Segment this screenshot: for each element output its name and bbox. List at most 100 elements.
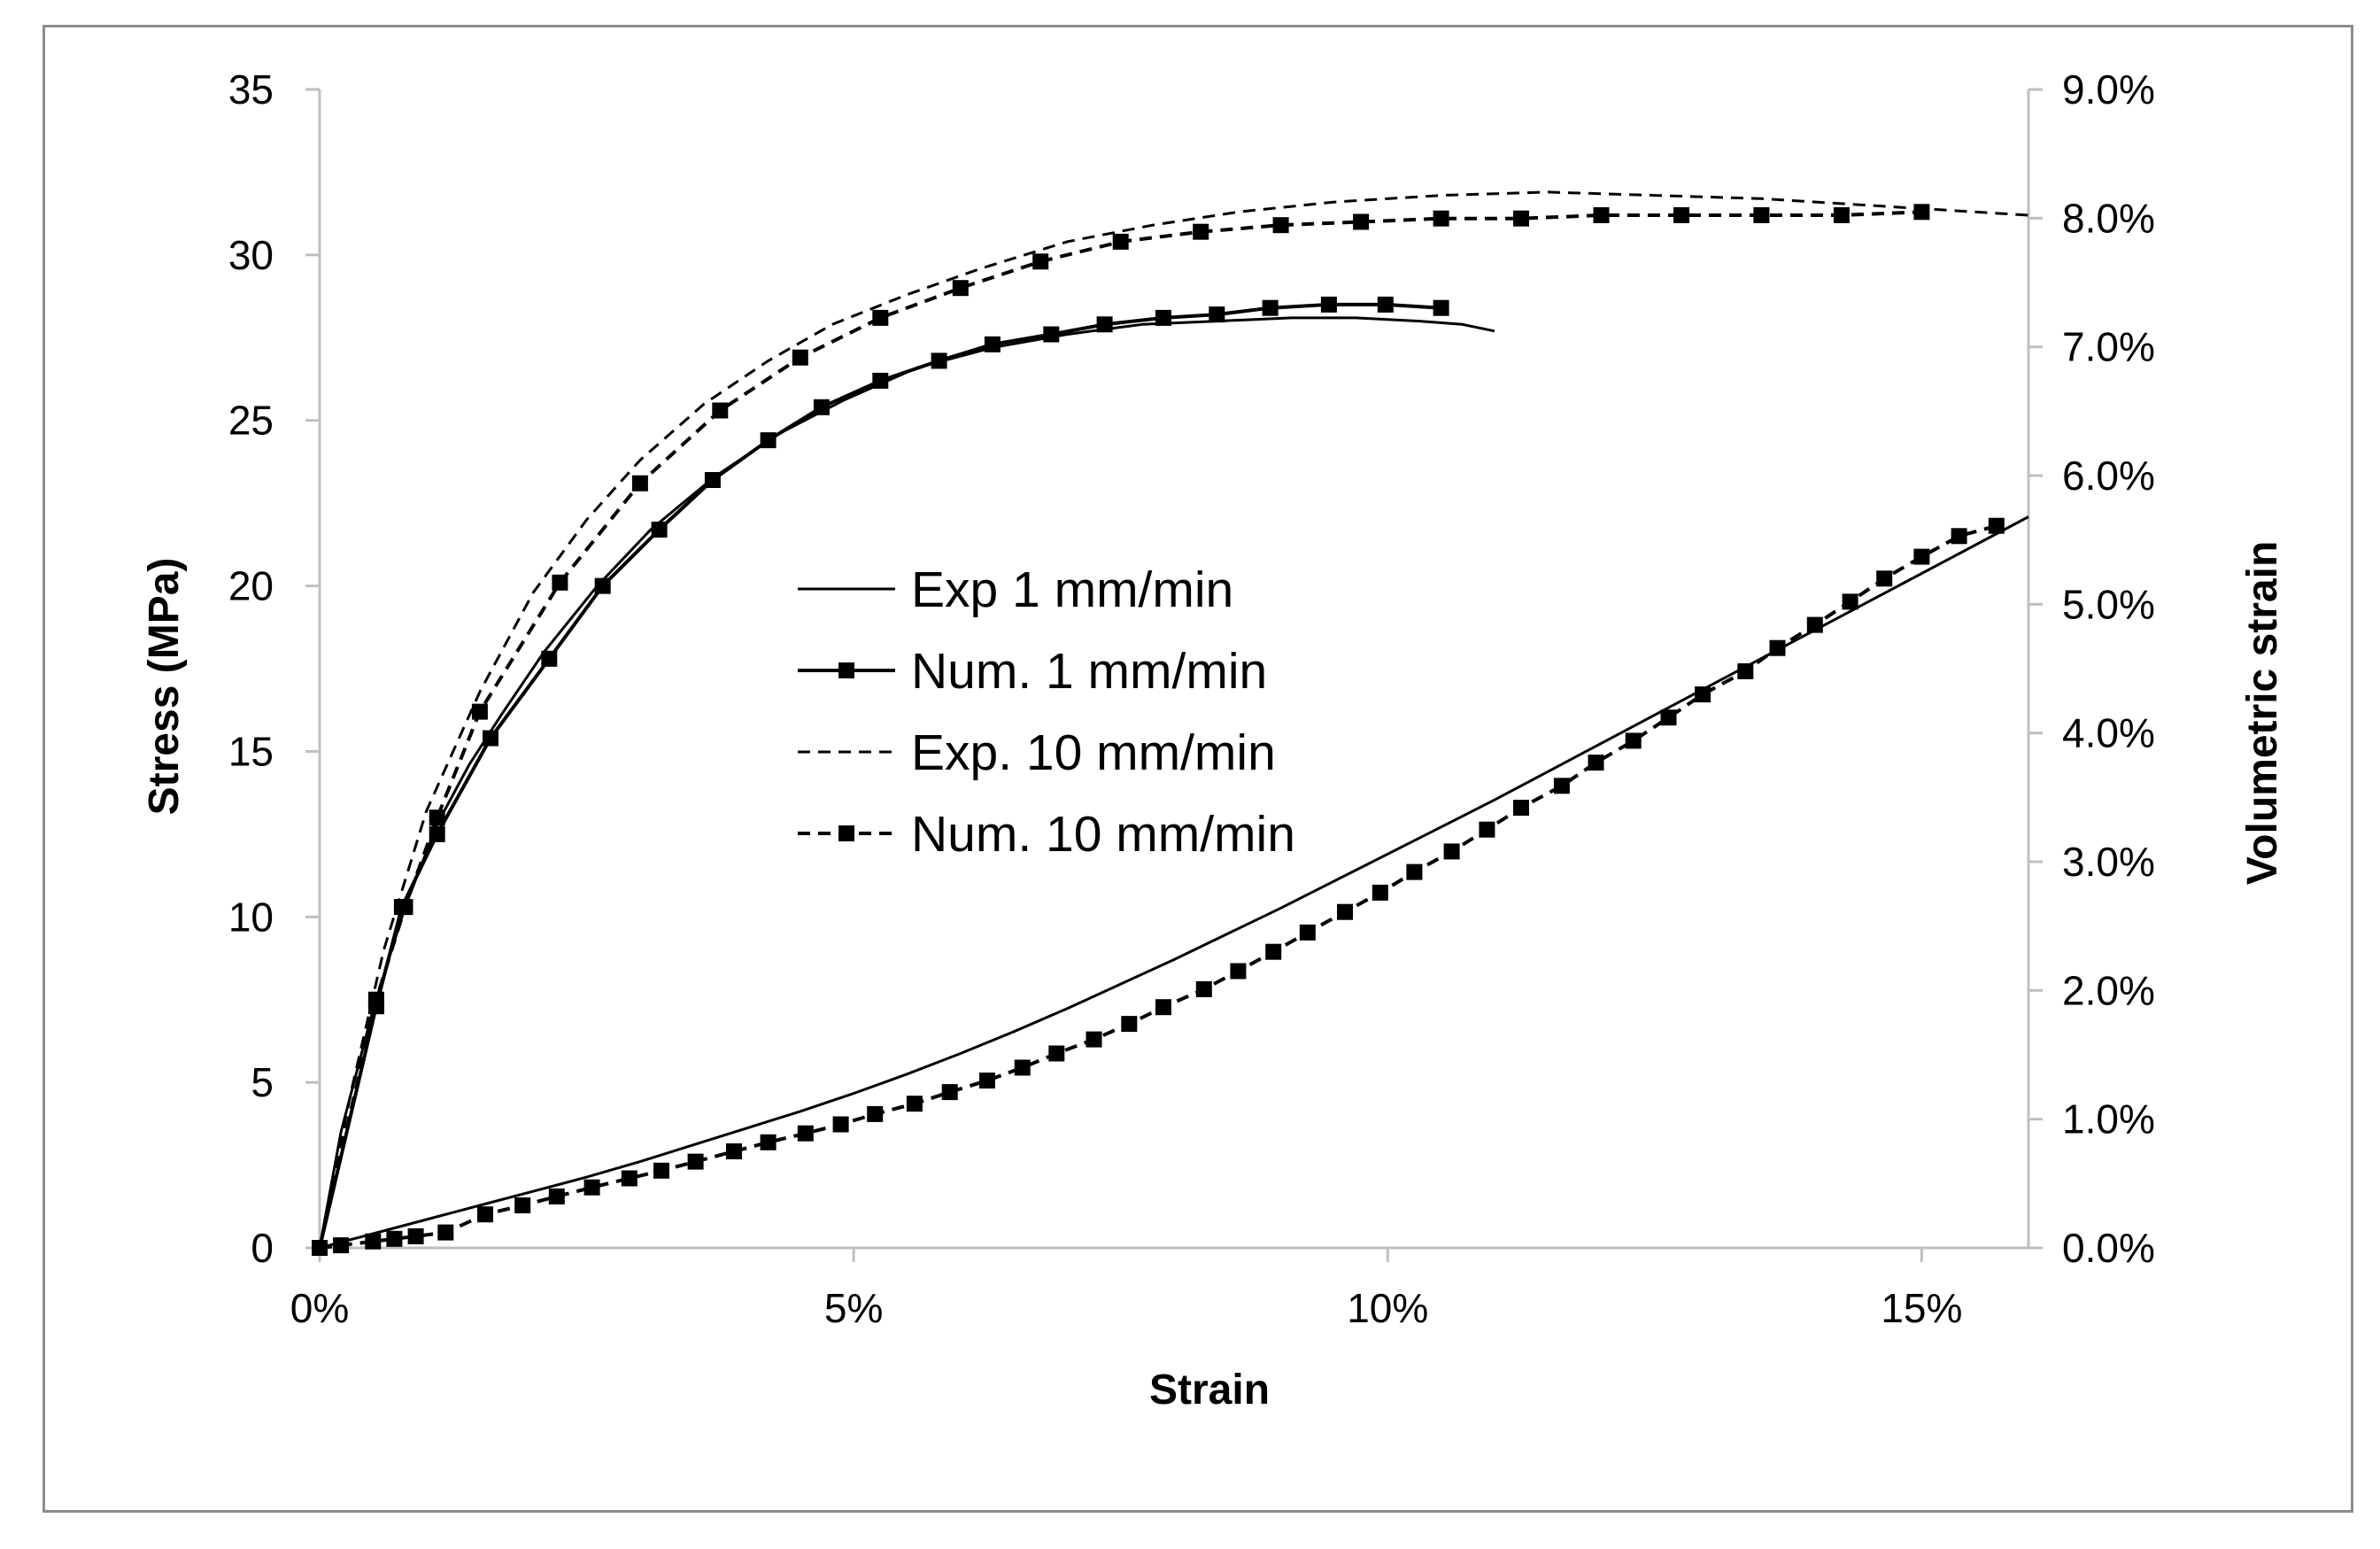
series-5-marker bbox=[1048, 1045, 1065, 1062]
series-1-marker bbox=[1155, 309, 1171, 326]
series-5-marker bbox=[386, 1230, 403, 1247]
chart-frame: 0% 5% 10% 15% 0 5 10 15 20 25 30 35 0.0% 1.0% 2.0% 3.… bbox=[42, 25, 2353, 1513]
series-1-marker bbox=[760, 432, 777, 449]
series-5-marker bbox=[1951, 528, 1967, 545]
series-1-marker bbox=[813, 399, 830, 415]
series-1-marker bbox=[931, 352, 947, 369]
series-5-marker bbox=[1230, 963, 1247, 980]
series-1-marker bbox=[872, 372, 889, 389]
legend-label-0: Exp 1 mm/min bbox=[911, 562, 1233, 618]
series-5-marker bbox=[1195, 980, 1212, 997]
series-5-marker bbox=[1299, 924, 1316, 941]
series-5-marker bbox=[1553, 778, 1570, 794]
series-5-marker bbox=[1695, 686, 1712, 703]
series-5-marker bbox=[1876, 570, 1893, 587]
legend-marker-1 bbox=[838, 662, 854, 678]
x-tick-label: 5% bbox=[824, 1285, 883, 1331]
series-5-marker bbox=[514, 1197, 531, 1213]
series-5-marker bbox=[1086, 1031, 1102, 1048]
y-tick-label: 30 bbox=[228, 232, 274, 278]
series-3-marker bbox=[792, 349, 808, 366]
y-tick-label: 35 bbox=[228, 66, 274, 112]
series-3-marker bbox=[1112, 233, 1129, 250]
series-5-marker bbox=[1588, 755, 1604, 771]
series-1-marker bbox=[1320, 296, 1337, 313]
series-1-marker bbox=[541, 650, 558, 667]
series-5-marker bbox=[1660, 709, 1677, 726]
series-5-marker bbox=[653, 1162, 669, 1179]
series-5-marker bbox=[333, 1237, 350, 1254]
y-tick-label: 0 bbox=[251, 1225, 274, 1271]
series-5-marker bbox=[583, 1179, 600, 1196]
series-3-marker bbox=[872, 309, 889, 326]
series-1-marker bbox=[1043, 326, 1060, 343]
series-3-marker bbox=[1433, 210, 1449, 227]
series-5-marker bbox=[1988, 517, 2005, 534]
series-1-marker bbox=[704, 472, 721, 488]
chart-svg: 0% 5% 10% 15% 0 5 10 15 20 25 30 35 0.0% 1.0% 2.0% 3.… bbox=[141, 66, 2286, 1413]
legend-label-2: Exp. 10 mm/min bbox=[911, 724, 1276, 781]
x-tick-label: 15% bbox=[1881, 1285, 1962, 1331]
series-3-marker bbox=[952, 280, 969, 297]
series-5-marker bbox=[941, 1084, 958, 1101]
series-3-marker bbox=[1673, 207, 1689, 223]
series-5-marker bbox=[1443, 843, 1460, 860]
series-line-2 bbox=[318, 190, 2029, 1249]
x-tick-label: 0% bbox=[290, 1285, 349, 1331]
series-3-marker bbox=[367, 991, 384, 1008]
x-axis-title: Strain bbox=[1149, 1367, 1270, 1413]
series-5-marker bbox=[832, 1116, 849, 1133]
legend: Exp 1 mm/min Num. 1 mm/min Exp. 10 mm/min N… bbox=[798, 562, 1295, 863]
y-tick-label: 15 bbox=[228, 728, 274, 774]
series-5-marker bbox=[760, 1134, 777, 1150]
series-5-marker bbox=[1265, 943, 1282, 960]
series-line-4 bbox=[319, 515, 2029, 1250]
y2-tick-label: 1.0% bbox=[2062, 1096, 2155, 1142]
y2-tick-label: 8.0% bbox=[2062, 195, 2155, 241]
series-5-marker bbox=[1014, 1059, 1031, 1076]
series-5-marker bbox=[1625, 732, 1642, 749]
series-1-marker bbox=[1262, 299, 1279, 316]
series-1-marker bbox=[1209, 306, 1225, 323]
y-axis-title: Stress (MPa) bbox=[141, 558, 188, 816]
series-3-marker bbox=[397, 899, 413, 916]
series-3-marker bbox=[1353, 213, 1370, 230]
series-line-5 bbox=[319, 523, 1998, 1250]
y2-tick-label: 5.0% bbox=[2062, 581, 2155, 627]
series-5-marker bbox=[906, 1096, 923, 1112]
y2-tick-label: 9.0% bbox=[2062, 66, 2155, 112]
series-5-marker bbox=[1806, 616, 1823, 633]
series-5-marker bbox=[1406, 864, 1423, 880]
series-5-marker bbox=[621, 1170, 638, 1187]
series-5-marker bbox=[312, 1240, 328, 1256]
series-5-marker bbox=[1842, 593, 1858, 610]
series-3-marker bbox=[1593, 207, 1610, 223]
x-ticks: 0% 5% 10% 15% bbox=[290, 1248, 1962, 1331]
series-5-marker bbox=[1737, 662, 1754, 679]
series-3-marker bbox=[1833, 207, 1850, 223]
series-5-marker bbox=[978, 1073, 995, 1089]
series-3-marker bbox=[1272, 217, 1289, 234]
series-1-marker bbox=[483, 730, 498, 747]
series-3-marker bbox=[471, 703, 488, 720]
series-3-marker bbox=[1913, 204, 1930, 221]
series-5-marker bbox=[1513, 800, 1529, 816]
axes: 0% 5% 10% 15% 0 5 10 15 20 25 30 35 0.0% 1.0% 2.0% 3.… bbox=[228, 66, 2155, 1331]
series-5-marker bbox=[477, 1206, 493, 1223]
y-tick-label: 20 bbox=[228, 563, 274, 609]
series-5-marker bbox=[1913, 548, 1930, 565]
series-1-marker bbox=[984, 336, 1001, 352]
series-5-marker bbox=[437, 1224, 454, 1241]
series-5-marker bbox=[1479, 821, 1495, 838]
legend-marker-3 bbox=[838, 825, 854, 841]
legend-label-3: Num. 10 mm/min bbox=[911, 806, 1295, 863]
series-3-marker bbox=[429, 809, 445, 826]
y2-tick-label: 0.0% bbox=[2062, 1225, 2155, 1271]
y2-tick-label: 7.0% bbox=[2062, 324, 2155, 370]
x-tick-label: 10% bbox=[1347, 1285, 1428, 1331]
y2-tick-label: 4.0% bbox=[2062, 710, 2155, 756]
series-5-marker bbox=[365, 1233, 382, 1250]
series-1-marker bbox=[1377, 296, 1394, 313]
series-5-marker bbox=[1769, 639, 1786, 656]
y-tick-label: 5 bbox=[251, 1059, 274, 1105]
